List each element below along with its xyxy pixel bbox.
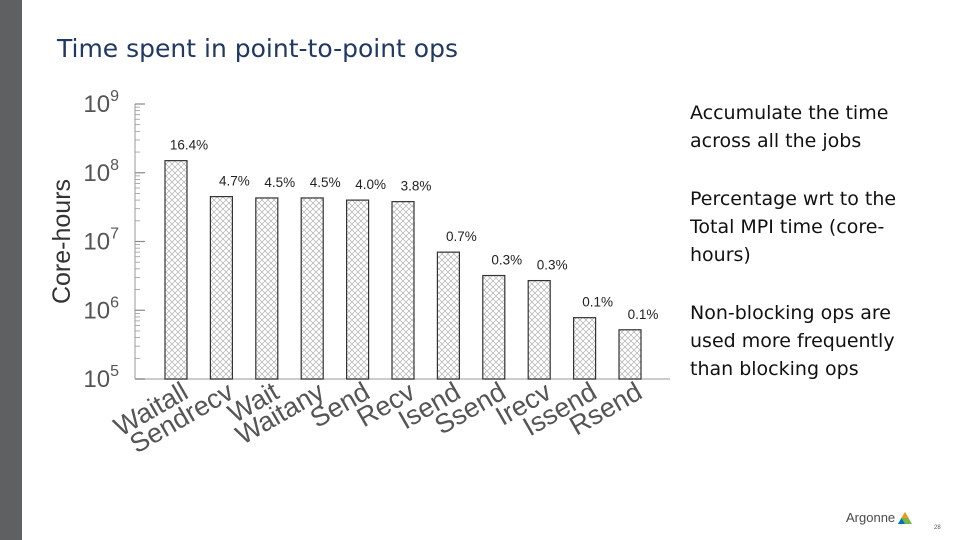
y-tick-label: 105: [83, 363, 119, 393]
bar-wait: [255, 197, 279, 380]
bar-chart: 105 106 107 108 109 Core-hours 16.4% 4.7% 4.5% 4.…: [48, 88, 670, 459]
bar-waitall: [164, 160, 188, 380]
bar-waitany: [300, 197, 324, 380]
slide-title: Time spent in point-to-point ops: [57, 34, 458, 63]
triangle-logo-icon: [898, 511, 913, 524]
bar-send: [346, 199, 370, 380]
y-tick-label: 106: [83, 294, 119, 324]
bullet-percentage: Percentage wrt to the Total MPI time (co…: [690, 188, 897, 266]
bullet-list: Accumulate the time across all the jobs …: [690, 99, 930, 413]
y-tick-label: 107: [83, 226, 119, 256]
bar-ssend: [482, 274, 506, 380]
bar-recv: [391, 201, 415, 380]
logo-text: Argonne: [846, 510, 896, 525]
data-label-recv: 3.8%: [401, 179, 432, 194]
data-label-waitany: 4.5%: [310, 175, 341, 190]
bar-rsend: [618, 329, 642, 380]
data-label-issend: 0.1%: [582, 295, 613, 310]
page-number: 28: [934, 525, 941, 531]
y-tick-label: 109: [83, 88, 119, 118]
y-tick-label: 108: [83, 157, 119, 187]
bar-irecv: [527, 279, 551, 380]
bullet-accumulate: Accumulate the time across all the jobs: [690, 102, 889, 152]
left-accent-bar: [0, 0, 22, 540]
bar-sendrecv: [209, 195, 233, 380]
data-label-send: 4.0%: [355, 177, 386, 192]
data-label-ssend: 0.3%: [491, 253, 522, 268]
data-label-waitall: 16.4%: [170, 138, 208, 153]
data-label-isend: 0.7%: [446, 229, 477, 244]
bar-isend: [436, 251, 460, 380]
data-label-wait: 4.5%: [264, 175, 295, 190]
argonne-logo: Argonne: [846, 510, 913, 525]
data-label-rsend: 0.1%: [628, 307, 659, 322]
data-label-irecv: 0.3%: [537, 258, 568, 273]
y-axis-label: Core-hours: [48, 179, 76, 304]
bar-issend: [572, 317, 597, 380]
data-label-sendrecv: 4.7%: [219, 174, 250, 189]
bullet-nonblocking: Non-blocking ops are used more frequentl…: [690, 302, 895, 380]
